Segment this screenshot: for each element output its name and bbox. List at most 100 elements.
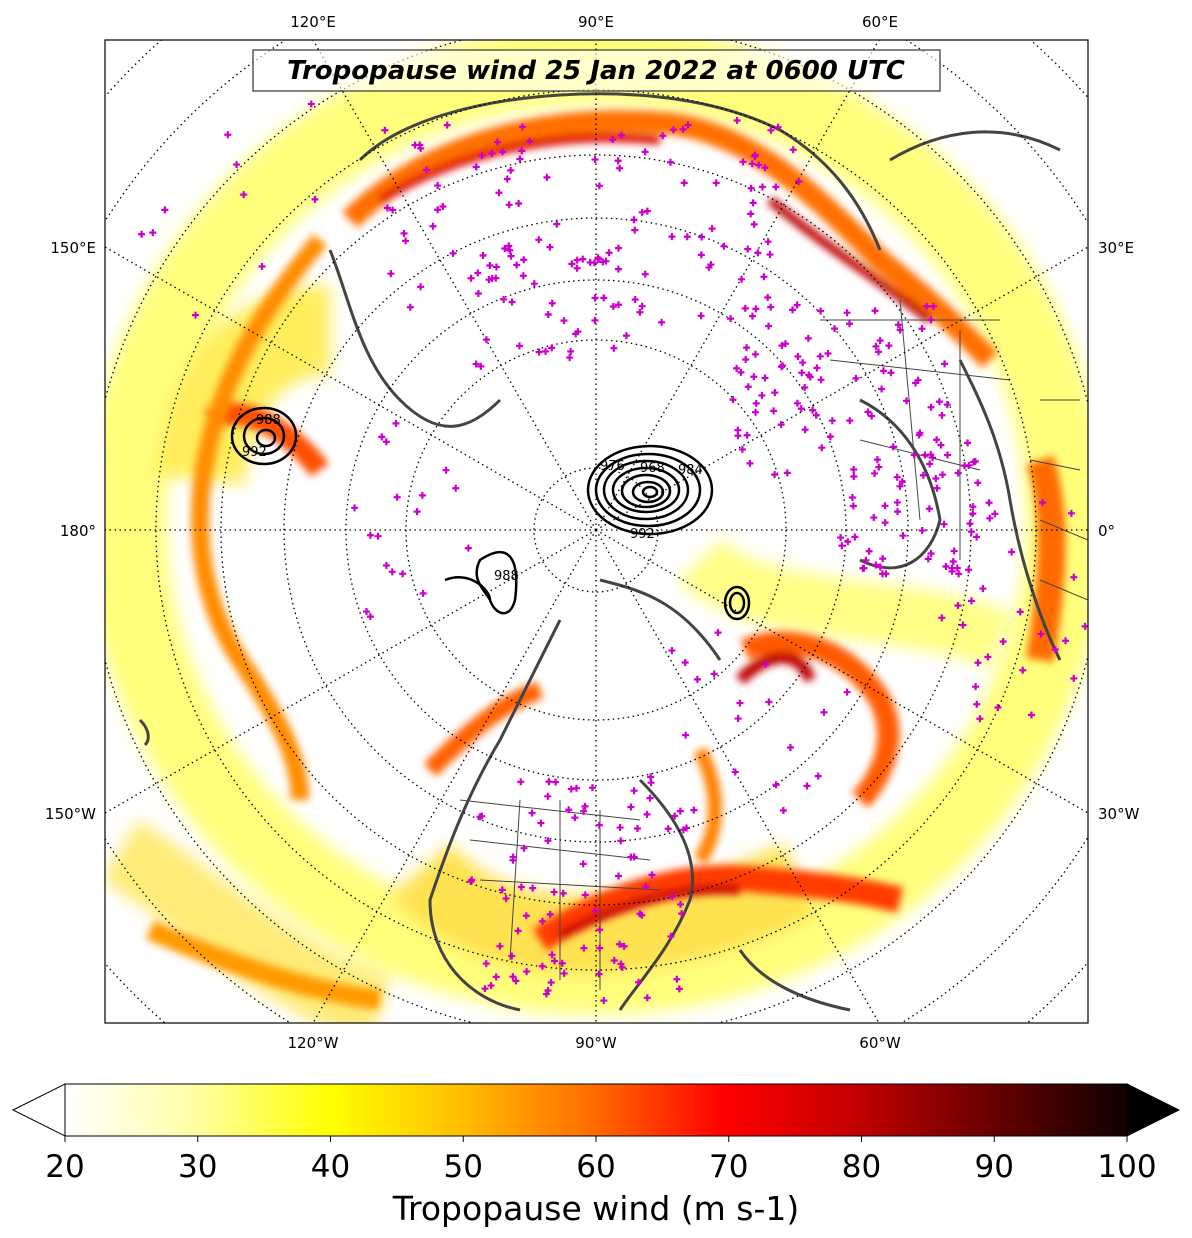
station-marker (192, 311, 200, 319)
station-marker (872, 561, 880, 569)
station-marker (388, 568, 396, 576)
colorbar-tick-label: 40 (311, 1149, 350, 1185)
station-marker (515, 199, 523, 207)
station-marker (737, 275, 745, 283)
station-marker (746, 459, 754, 467)
station-marker (351, 504, 359, 512)
colorbar-label: Tropopause wind (m s-1) (392, 1189, 800, 1228)
station-marker (781, 340, 789, 348)
station-marker (986, 514, 994, 522)
station-marker (1051, 646, 1059, 654)
station-marker (481, 985, 489, 993)
station-marker (538, 962, 546, 970)
station-marker (966, 520, 974, 528)
station-marker (950, 547, 958, 555)
contour-label: 992 (630, 527, 655, 542)
station-marker (935, 398, 943, 406)
station-marker (915, 431, 923, 439)
station-marker (885, 342, 893, 350)
station-marker (878, 385, 886, 393)
station-marker (976, 715, 984, 723)
station-marker (565, 806, 573, 814)
station-marker (750, 220, 758, 228)
station-marker (502, 895, 510, 903)
station-marker (894, 508, 902, 516)
lon-label-top: 60°E (862, 13, 898, 31)
contour-label: 992 (242, 445, 267, 460)
station-marker (752, 305, 760, 313)
station-marker (402, 237, 410, 245)
station-marker (918, 325, 926, 333)
colorbar-tick-label: 60 (576, 1149, 615, 1185)
station-marker (468, 876, 476, 884)
station-marker (933, 436, 941, 444)
station-marker (816, 352, 824, 360)
station-marker (550, 957, 558, 965)
station-marker (383, 204, 391, 212)
station-marker (550, 888, 558, 896)
station-marker (638, 302, 646, 310)
station-marker (751, 350, 759, 358)
station-marker (673, 975, 681, 983)
station-marker (572, 784, 580, 792)
lon-label-top: 120°E (290, 13, 336, 31)
station-marker (508, 298, 516, 306)
colorbar-body (65, 1084, 1127, 1136)
station-marker (486, 261, 494, 269)
station-marker (507, 252, 515, 260)
station-marker (927, 549, 935, 557)
station-marker (472, 360, 480, 368)
station-marker (938, 471, 946, 479)
station-marker (765, 322, 773, 330)
longitude-labels: 120°E 90°E 60°E 120°W 90°W 60°W 150°E 18… (45, 13, 1140, 1052)
station-marker (614, 244, 622, 252)
station-marker (393, 493, 401, 501)
station-marker (520, 844, 528, 852)
station-marker (659, 132, 667, 140)
station-marker (442, 466, 450, 474)
station-marker (498, 886, 506, 894)
station-marker (896, 482, 904, 490)
station-marker (1062, 637, 1070, 645)
station-marker (712, 179, 720, 187)
map-frame (104, 39, 1089, 1024)
station-marker (542, 347, 550, 355)
station-marker (949, 557, 957, 565)
station-marker (382, 562, 390, 570)
station-marker (642, 883, 650, 891)
station-marker (744, 245, 752, 253)
lon-label-left: 180° (60, 522, 96, 540)
colorbar-tick-label: 100 (1097, 1149, 1156, 1185)
station-marker (614, 157, 622, 165)
station-marker (443, 121, 451, 129)
station-marker (635, 978, 643, 986)
station-marker (887, 369, 895, 377)
station-marker (595, 821, 603, 829)
colorbar-extend-min (11, 1083, 66, 1137)
station-marker (138, 230, 146, 238)
station-marker (558, 959, 566, 967)
station-marker (482, 336, 490, 344)
station-marker (647, 773, 655, 781)
station-marker (600, 997, 608, 1005)
station-marker (874, 348, 882, 356)
station-marker (875, 463, 883, 471)
station-marker (743, 344, 751, 352)
station-marker (814, 772, 822, 780)
contour-label: 988 (494, 569, 519, 584)
station-marker (799, 359, 807, 367)
station-marker (761, 164, 769, 172)
station-marker (581, 891, 589, 899)
station-marker (517, 883, 525, 891)
station-marker (366, 531, 374, 539)
contour-labels: 988 992 968 976 984 992 988 (242, 413, 703, 584)
station-marker (734, 432, 742, 440)
station-marker (859, 564, 867, 572)
station-marker (708, 225, 716, 233)
station-marker (509, 853, 517, 861)
station-marker (767, 303, 775, 311)
station-marker (871, 307, 879, 315)
station-marker (734, 715, 742, 723)
station-marker (596, 944, 604, 952)
station-marker (955, 570, 963, 578)
